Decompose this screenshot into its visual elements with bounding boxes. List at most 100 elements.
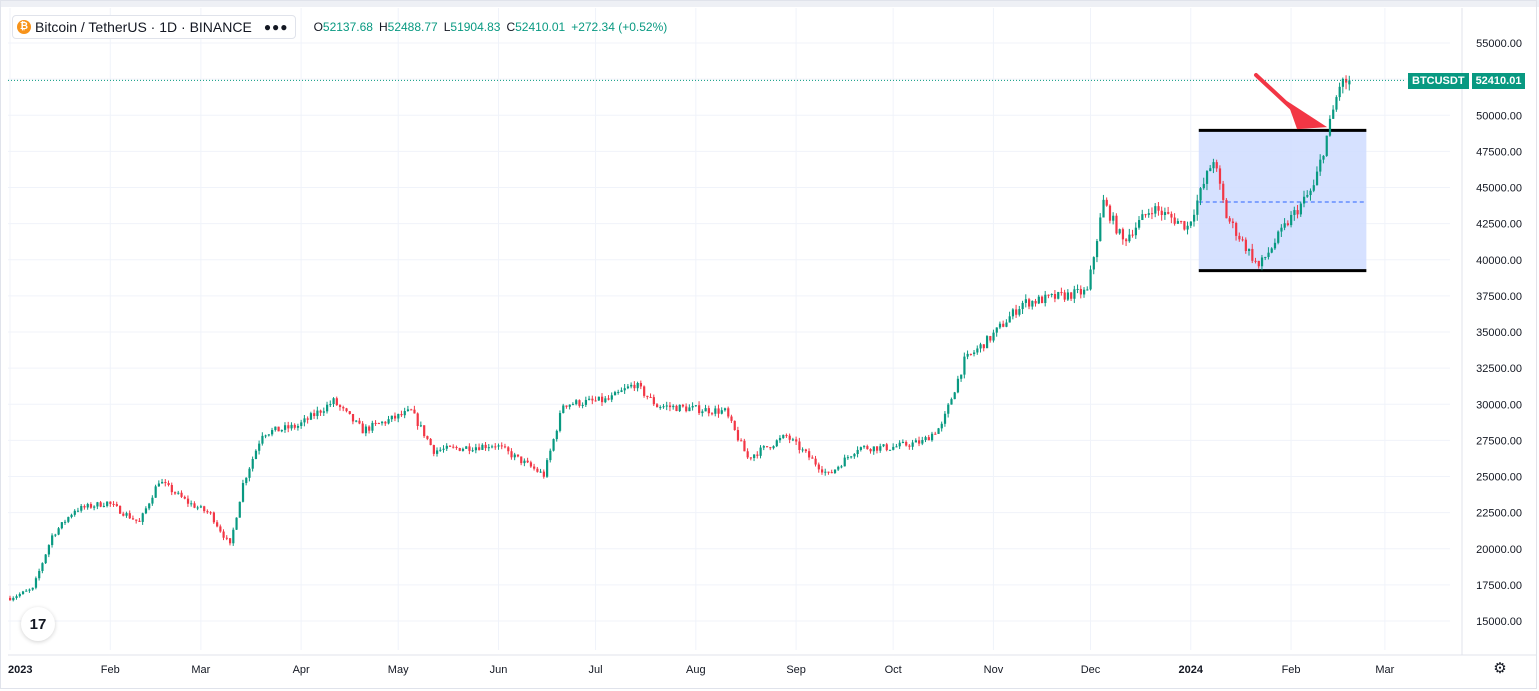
candle-body (1021, 302, 1024, 310)
x-tick-label: Feb (101, 664, 120, 676)
candle-body (921, 440, 924, 444)
candle-body (1286, 223, 1290, 226)
candle-body (995, 327, 998, 333)
candle-body (513, 454, 516, 458)
candle-body (44, 554, 47, 564)
candle-body (128, 513, 131, 519)
candle-body (193, 503, 196, 508)
candle-body (659, 407, 662, 409)
candle-body (1044, 294, 1047, 304)
candle-body (484, 444, 487, 449)
candle-body (710, 413, 714, 415)
candle-body (261, 435, 264, 444)
gear-icon[interactable]: ⚙ (1493, 660, 1507, 677)
candle-body (465, 446, 468, 449)
candle-body (704, 408, 707, 412)
candle-body (374, 422, 377, 424)
candle-body (1040, 296, 1044, 304)
last-price-badge: 52410.01 (1471, 72, 1526, 89)
candle-body (1225, 199, 1228, 219)
candle-body (41, 563, 44, 571)
arrow-annotation[interactable] (1254, 73, 1328, 130)
candle-body (1241, 239, 1244, 241)
y-tick-label: 37500.00 (1476, 291, 1522, 303)
tradingview-logo-icon[interactable]: 17 (21, 607, 55, 641)
candle-body (1073, 289, 1076, 299)
candle-body (1270, 248, 1273, 253)
x-tick-label: 2023 (8, 664, 32, 676)
time-axis[interactable]: 2023 Feb Mar Apr May Jun Jul Aug Sep Oct Nov Dec 202… (8, 654, 1537, 676)
candle-body (688, 407, 691, 412)
candle-body (578, 400, 581, 406)
candle-body (1079, 288, 1082, 295)
candle-body (345, 408, 348, 412)
candle-body (248, 468, 251, 478)
candle-body (1277, 231, 1280, 243)
candle-body (326, 404, 329, 412)
candle-body (607, 398, 610, 400)
candle-body (1260, 257, 1264, 267)
candle-body (271, 430, 274, 435)
x-tick-label: Feb (1282, 664, 1301, 676)
candle-body (381, 421, 384, 424)
candle-body (901, 441, 905, 443)
candle-body (733, 420, 736, 431)
candle-body (170, 485, 173, 493)
candle-body (594, 400, 597, 402)
symbol-selector[interactable]: ₿ Bitcoin / TetherUS · 1D · BINANCE ●●● (12, 15, 296, 39)
candle-body (300, 422, 303, 426)
candle-body (837, 466, 840, 470)
candle-body (701, 411, 704, 414)
candle-body (1328, 118, 1332, 136)
candle-body (892, 446, 895, 450)
candle-body (183, 496, 186, 499)
candle-body (9, 597, 12, 601)
y-tick-label: 30000.00 (1476, 399, 1522, 411)
candle-body (1099, 217, 1102, 242)
candle-body (1244, 239, 1247, 252)
candle-body (1193, 214, 1196, 222)
candle-body (950, 399, 953, 405)
candle-body (122, 513, 125, 516)
more-options-icon[interactable]: ●●● (263, 20, 289, 34)
candle-body (206, 511, 209, 513)
candle-body (503, 446, 507, 448)
candle-body (571, 404, 575, 406)
candle-body (228, 538, 232, 544)
candle-body (765, 446, 769, 448)
candle-body (998, 323, 1002, 328)
candle-body (1315, 171, 1319, 186)
candle-body (138, 520, 141, 522)
candle-body (254, 450, 258, 460)
x-tick-label: Apr (293, 664, 310, 676)
x-tick-label: 2024 (1179, 664, 1204, 676)
candle-body (80, 505, 83, 511)
candle-body (1047, 294, 1050, 296)
candle-body (969, 353, 972, 355)
open-label: O (313, 20, 323, 34)
candle-body (34, 578, 38, 588)
candle-body (620, 390, 623, 392)
candle-body (863, 446, 866, 448)
candle-body (1141, 214, 1144, 221)
price-axis[interactable]: 55000.0052500.0050000.0047500.0045000.00… (1461, 8, 1522, 655)
candle-body (714, 408, 717, 414)
candle-body (491, 446, 494, 448)
candle-body (685, 406, 688, 412)
candle-body (73, 510, 76, 515)
candle-body (309, 413, 313, 420)
candle-body (533, 466, 536, 469)
candle-body (798, 441, 801, 450)
ticker-badge: BTCUSDT (1408, 72, 1469, 89)
candle-body (413, 409, 416, 414)
candle-body (410, 409, 413, 411)
x-tick-label: Nov (984, 664, 1004, 676)
candle-body (1157, 206, 1160, 211)
y-tick-label: 25000.00 (1476, 472, 1522, 484)
candle-body (963, 356, 966, 375)
candle-body (1121, 229, 1125, 240)
candle-body (1147, 213, 1150, 215)
candle-body (526, 460, 529, 463)
candle-body (445, 445, 448, 449)
